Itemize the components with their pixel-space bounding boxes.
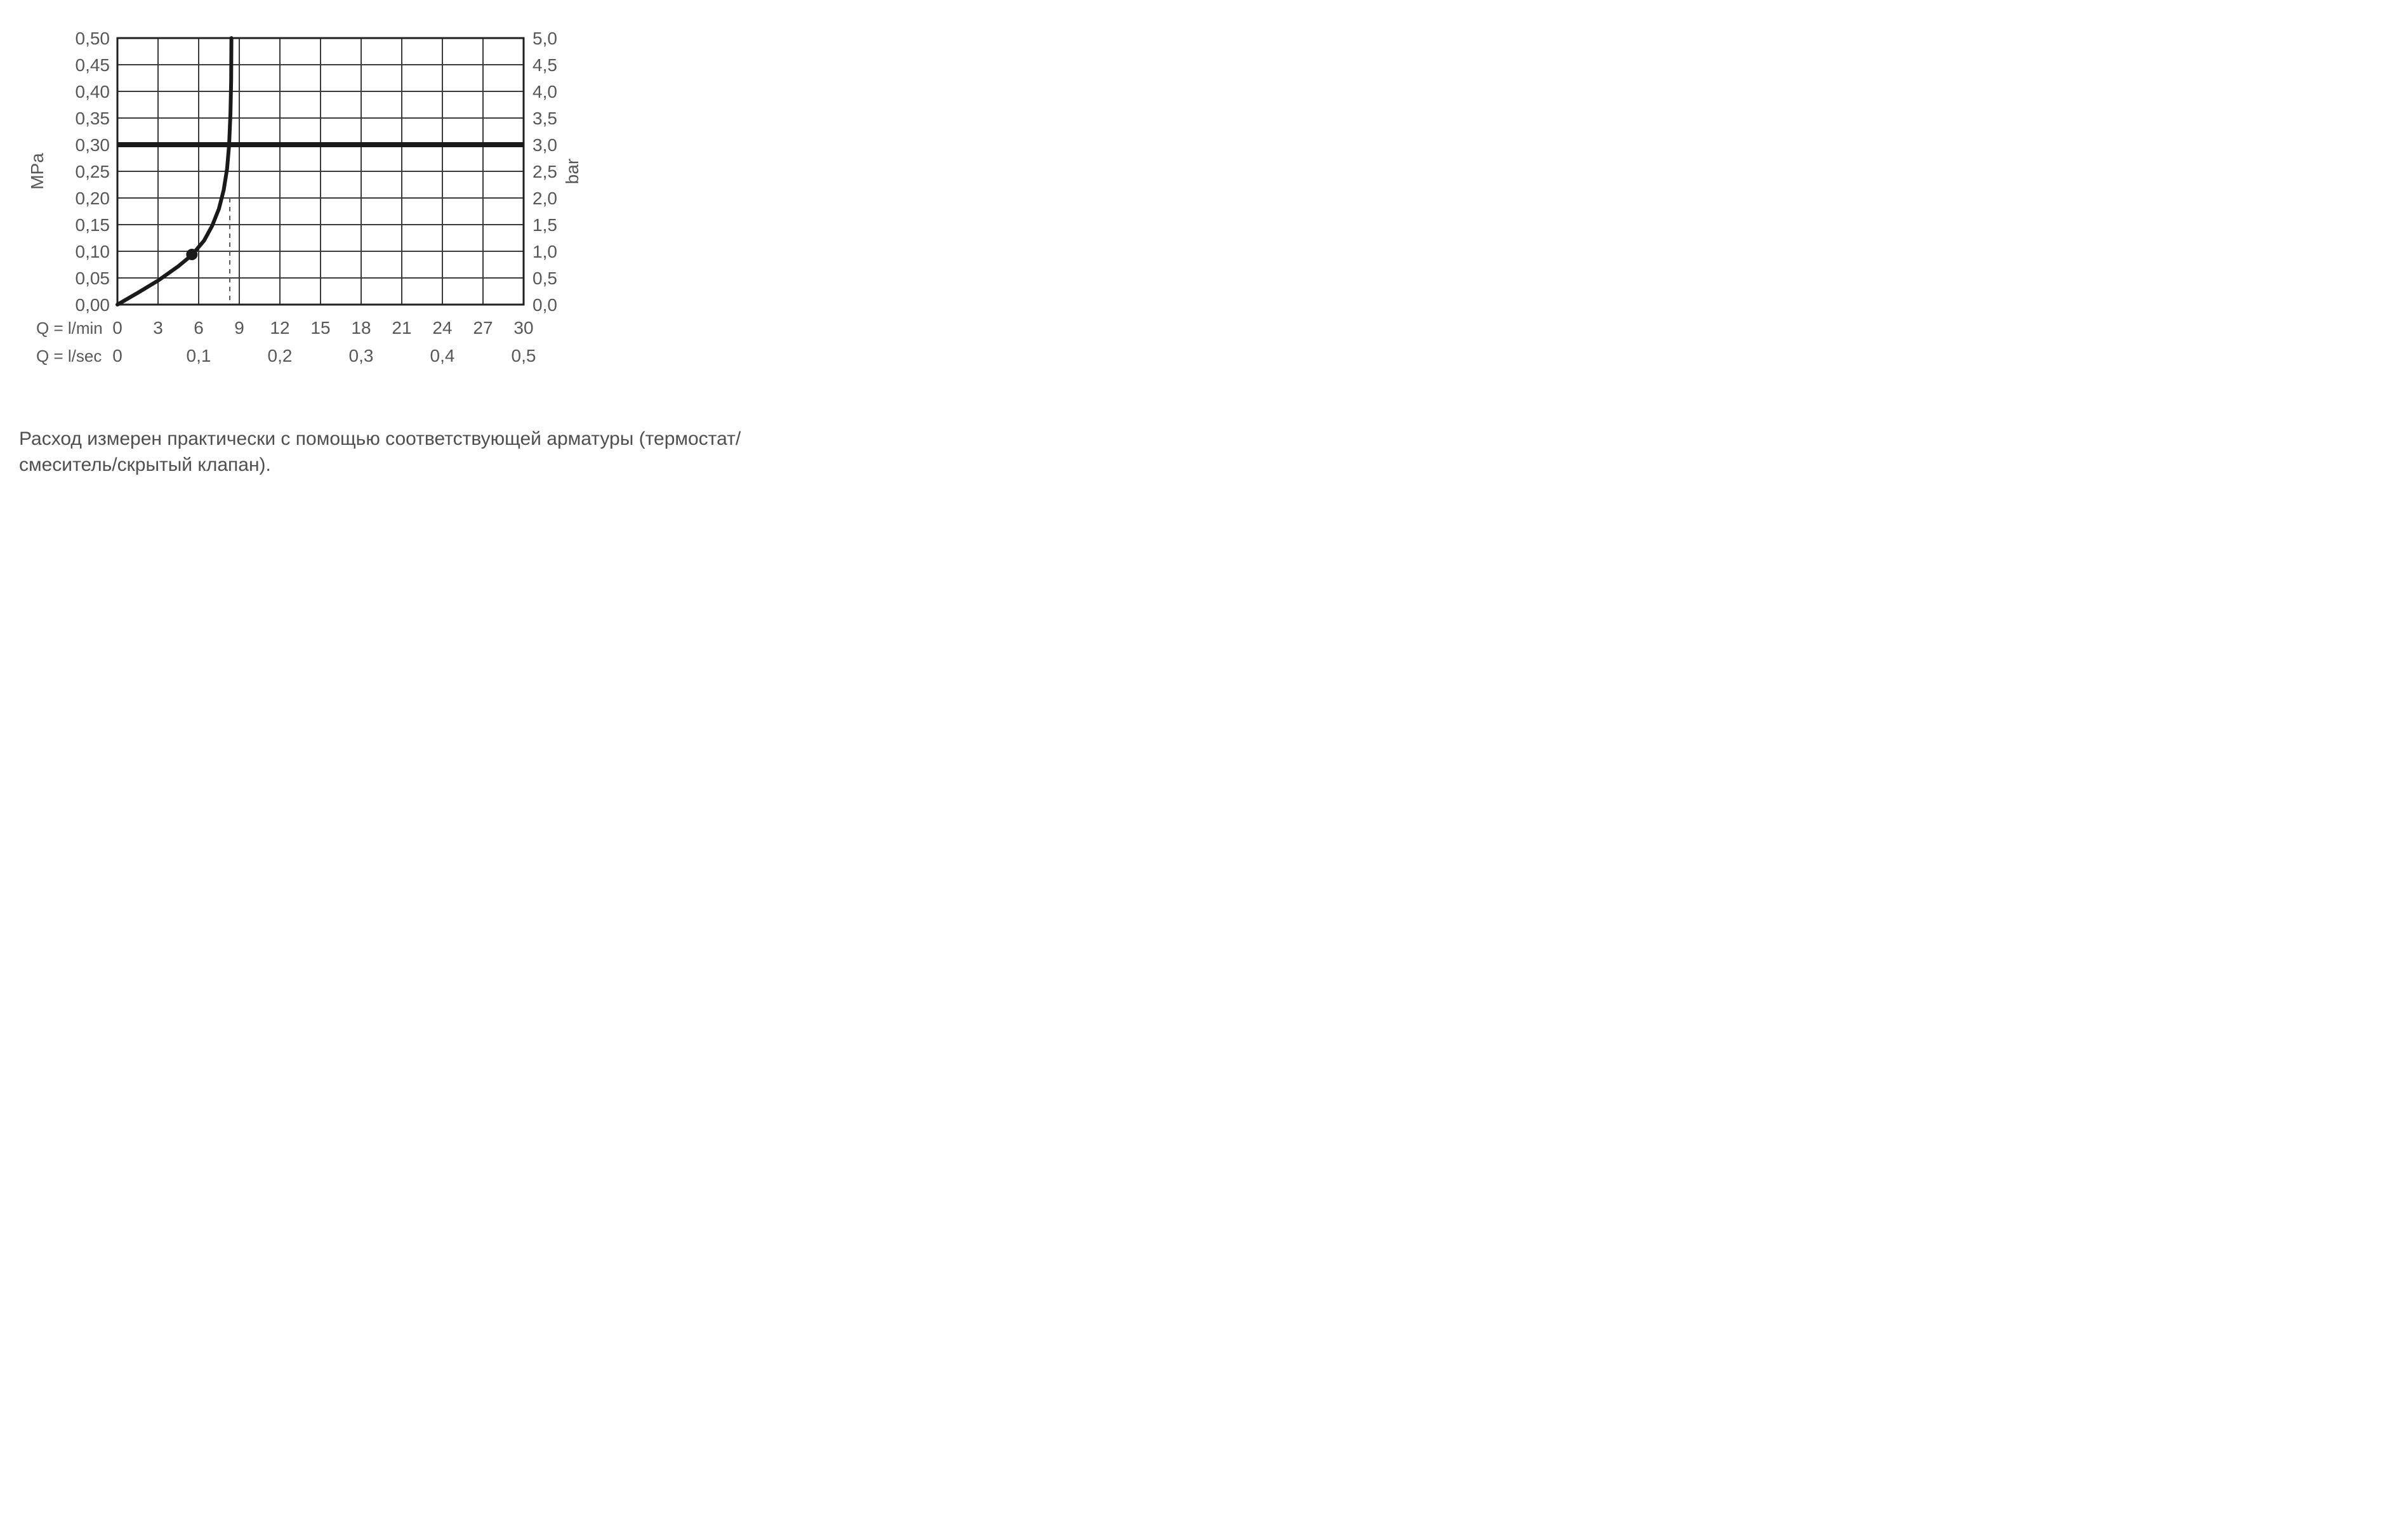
y-left-tick: 0,05 <box>76 268 110 288</box>
y-left-tick: 0,30 <box>76 135 110 155</box>
x-lsec-tick: 0,1 <box>187 346 211 366</box>
y-right-tick: 4,5 <box>533 55 557 75</box>
y-right-tick: 0,5 <box>533 268 557 288</box>
x-lmin-tick: 0 <box>112 318 122 338</box>
x-lsec-tick: 0,3 <box>349 346 374 366</box>
y-left-tick: 0,40 <box>76 82 110 102</box>
chart-svg: 0,000,050,100,150,200,250,300,350,400,45… <box>19 19 654 412</box>
x-lmin-tick: 27 <box>473 318 493 338</box>
y-left-tick: 0,00 <box>76 295 110 315</box>
y-right-tick: 4,0 <box>533 82 557 102</box>
y-right-tick: 5,0 <box>533 29 557 48</box>
y-left-tick: 0,35 <box>76 109 110 128</box>
y-left-tick: 0,50 <box>76 29 110 48</box>
y-right-tick: 3,5 <box>533 109 557 128</box>
x-lmin-tick: 6 <box>194 318 204 338</box>
x-lmin-tick: 24 <box>432 318 452 338</box>
x-lmin-tick: 18 <box>351 318 371 338</box>
x-lmin-tick: 21 <box>392 318 411 338</box>
y-right-tick: 0,0 <box>533 295 557 315</box>
x-lsec-tick: 0 <box>112 346 122 366</box>
x-lmin-label: Q = l/min <box>36 319 103 338</box>
y-left-label: MPa <box>27 153 47 190</box>
x-lmin-tick: 15 <box>310 318 330 338</box>
x-lmin-tick: 9 <box>234 318 244 338</box>
y-right-label: bar <box>562 159 582 184</box>
y-right-tick: 1,0 <box>533 242 557 261</box>
curve-marker <box>186 249 197 260</box>
x-lsec-tick: 0,5 <box>512 346 536 366</box>
y-right-tick: 2,5 <box>533 162 557 181</box>
x-lmin-tick: 30 <box>513 318 533 338</box>
y-right-tick: 3,0 <box>533 135 557 155</box>
x-lmin-tick: 12 <box>270 318 289 338</box>
page: 0,000,050,100,150,200,250,300,350,400,45… <box>0 0 800 503</box>
x-lmin-tick: 3 <box>153 318 163 338</box>
y-left-tick: 0,10 <box>76 242 110 261</box>
y-right-tick: 1,5 <box>533 215 557 235</box>
y-left-tick: 0,20 <box>76 188 110 208</box>
x-lsec-label: Q = l/sec <box>36 346 102 366</box>
x-lsec-tick: 0,4 <box>430 346 455 366</box>
y-right-tick: 2,0 <box>533 188 557 208</box>
y-left-tick: 0,45 <box>76 55 110 75</box>
y-left-tick: 0,15 <box>76 215 110 235</box>
x-lsec-tick: 0,2 <box>268 346 293 366</box>
flow-chart: 0,000,050,100,150,200,250,300,350,400,45… <box>19 19 654 412</box>
chart-caption: Расход измерен практически с помощью соо… <box>19 426 768 478</box>
y-left-tick: 0,25 <box>76 162 110 181</box>
